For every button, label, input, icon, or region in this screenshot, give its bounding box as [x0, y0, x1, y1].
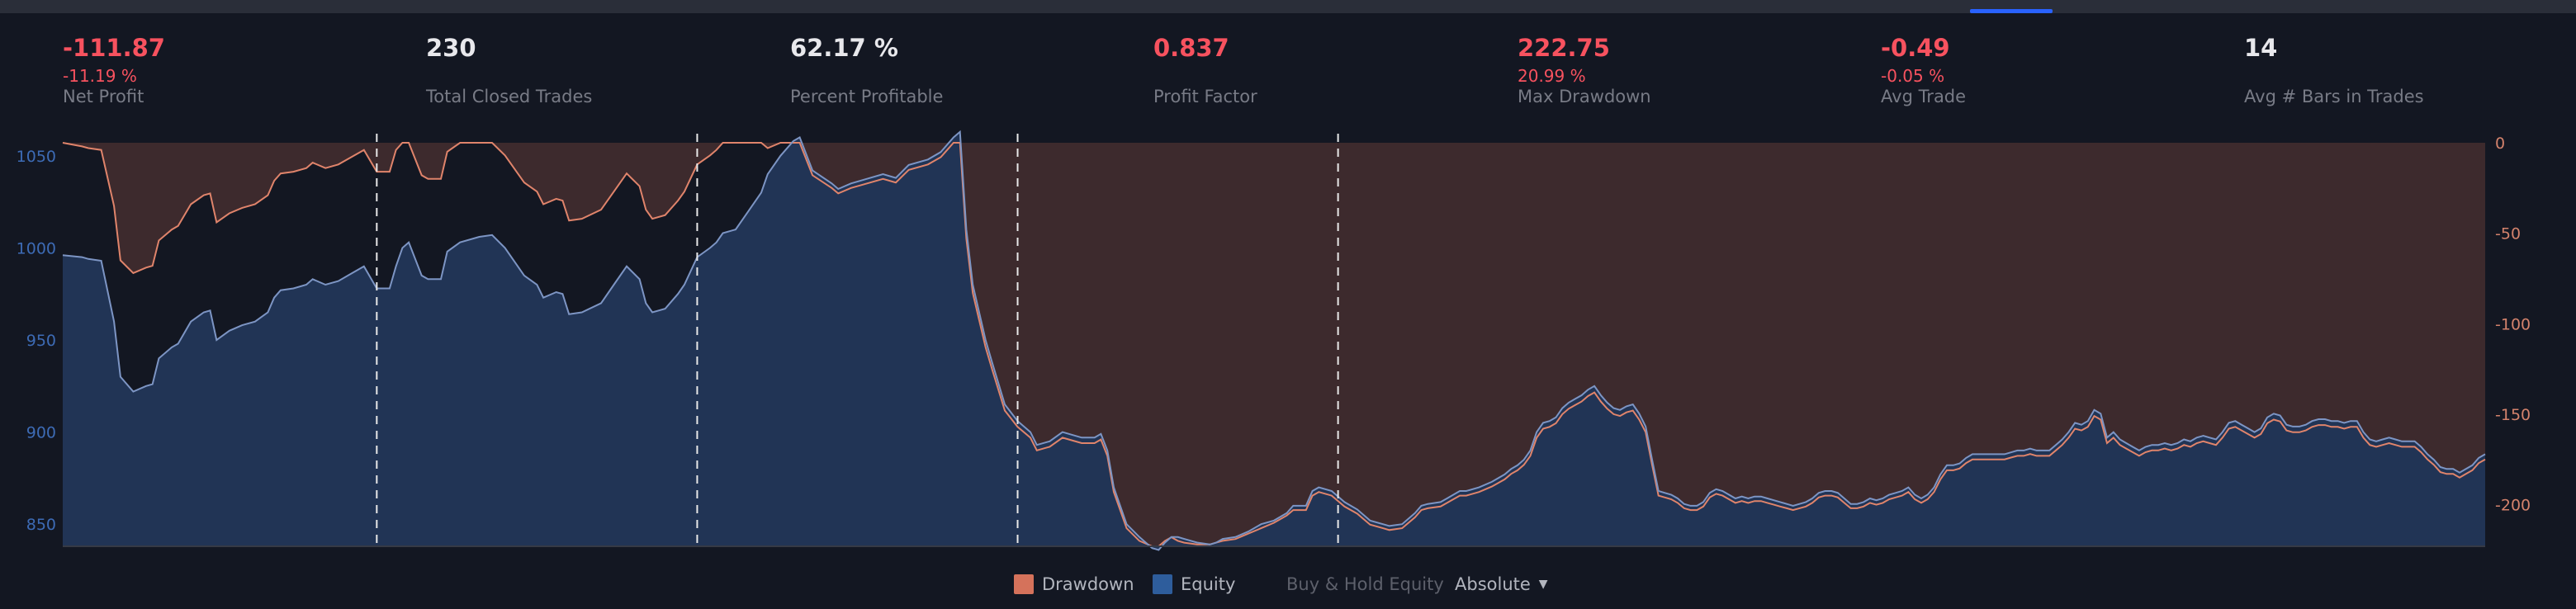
- y-left-tick-label: 1050: [17, 148, 56, 166]
- x-tick-label: 100: [682, 552, 712, 553]
- legend-buy-hold[interactable]: Buy & Hold Equity: [1286, 574, 1444, 594]
- drawdown-area: [63, 143, 2485, 546]
- stat-avg-bars-in-trades: 14 Avg # Bars in Trades: [2244, 33, 2424, 107]
- y-left-tick-label: 850: [26, 516, 56, 534]
- stat-label: Max Drawdown: [1518, 87, 1651, 106]
- stat-sub-value: 20.99 %: [1518, 66, 1586, 86]
- x-tick-label: 50: [367, 552, 386, 553]
- legend-equity[interactable]: Equity: [1153, 574, 1235, 594]
- y-right-tick-label: -150: [2495, 406, 2531, 424]
- stat-label: Profit Factor: [1153, 87, 1257, 106]
- stat-value: 222.75: [1518, 34, 1610, 62]
- stat-value: 230: [426, 34, 476, 62]
- stat-label: Avg Trade: [1881, 87, 1967, 106]
- stat-net-profit: -111.87 -11.19 % Net Profit: [63, 33, 165, 107]
- drawdown-line: [62, 142, 2486, 547]
- stat-sub-value: -11.19 %: [63, 66, 137, 86]
- y-right-tick-label: -100: [2495, 315, 2531, 333]
- legend-drawdown-label: Drawdown: [1042, 574, 1134, 594]
- equity-line: [62, 130, 2486, 551]
- stat-label: Percent Profitable: [790, 87, 944, 106]
- x-tick-label: 150: [1002, 552, 1032, 553]
- stat-label: Avg # Bars in Trades: [2244, 87, 2424, 106]
- equity-area: [63, 131, 2485, 550]
- stat-value: -0.49: [1881, 34, 1950, 62]
- stat-profit-factor: 0.837 Profit Factor: [1153, 33, 1257, 107]
- stat-label: Net Profit: [63, 87, 144, 106]
- summary-stats: -111.87 -11.19 % Net Profit 230 Total Closed…: [0, 0, 2576, 124]
- chart-svg: 50 100 150 200 850 900 950 1000 1050 0 -50 -100 -150…: [17, 130, 2531, 553]
- stat-value: -111.87: [63, 34, 165, 62]
- mode-label: Absolute: [1455, 574, 1531, 594]
- stat-value: 0.837: [1153, 34, 1229, 62]
- stat-value: 14: [2244, 34, 2278, 62]
- x-tick-label: 200: [1323, 552, 1352, 553]
- stat-avg-trade: -0.49 -0.05 % Avg Trade: [1881, 33, 1966, 107]
- y-left-tick-label: 900: [26, 424, 56, 442]
- stat-value: 62.17 %: [790, 34, 898, 62]
- mode-dropdown[interactable]: Absolute ▼: [1455, 574, 1548, 594]
- caret-down-icon: ▼: [1538, 578, 1548, 591]
- y-right-tick-label: -50: [2495, 225, 2521, 243]
- y-left-tick-label: 950: [26, 332, 56, 350]
- chart-legend: Drawdown Equity Buy & Hold Equity Absolu…: [1014, 574, 1674, 601]
- stat-label: Total Closed Trades: [426, 87, 593, 106]
- equity-drawdown-chart: 50 100 150 200 850 900 950 1000 1050 0 -50 -100 -150…: [0, 124, 2576, 553]
- active-tab-indicator: [1970, 9, 2053, 13]
- y-left-tick-label: 1000: [17, 239, 56, 257]
- stat-total-closed-trades: 230 Total Closed Trades: [426, 33, 592, 107]
- top-toolbar-strip: [0, 0, 2576, 13]
- stat-percent-profitable: 62.17 % Percent Profitable: [790, 33, 943, 107]
- legend-equity-label: Equity: [1181, 574, 1236, 594]
- drawdown-swatch: [1014, 574, 1034, 594]
- stat-sub-value: -0.05 %: [1881, 66, 1945, 86]
- stat-max-drawdown: 222.75 20.99 % Max Drawdown: [1518, 33, 1651, 107]
- legend-drawdown[interactable]: Drawdown: [1014, 574, 1134, 594]
- equity-swatch: [1153, 574, 1172, 594]
- legend-buyhold-label: Buy & Hold Equity: [1286, 574, 1444, 594]
- y-right-tick-label: 0: [2495, 135, 2505, 153]
- y-right-tick-label: -200: [2495, 497, 2531, 515]
